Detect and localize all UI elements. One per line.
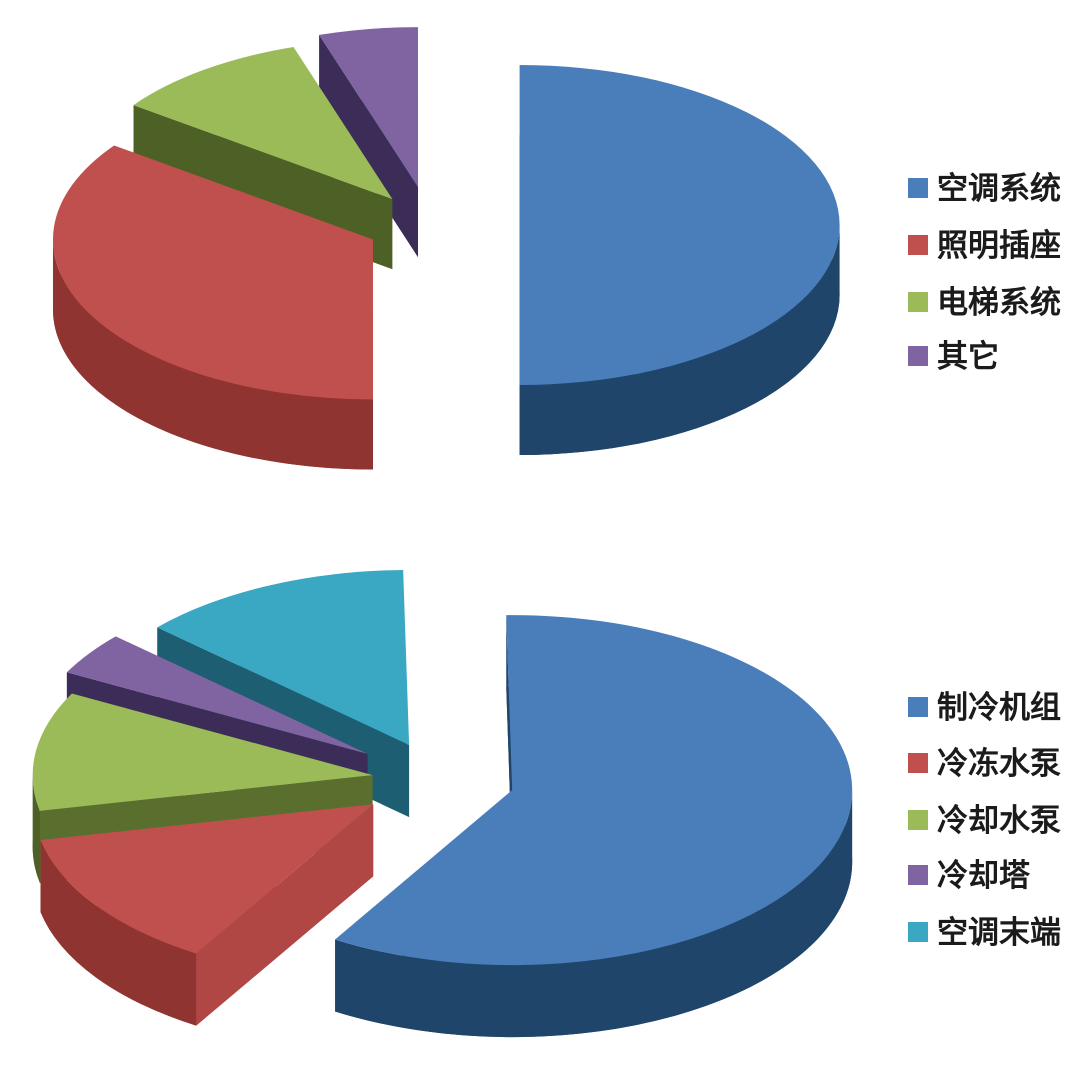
legend-label: 冷却塔 bbox=[937, 857, 1030, 893]
legend-item: 冷却塔 bbox=[908, 858, 1030, 892]
pie-slice-照明插座 bbox=[52, 145, 373, 470]
legend-label: 空调末端 bbox=[937, 914, 1061, 950]
legend-swatch bbox=[908, 922, 928, 942]
legend-swatch bbox=[908, 753, 928, 773]
legend-label: 冷却水泵 bbox=[937, 802, 1061, 838]
legend-label: 电梯系统 bbox=[937, 284, 1061, 320]
legend-item: 空调系统 bbox=[908, 171, 1061, 205]
legend-swatch bbox=[908, 697, 928, 717]
slice-top bbox=[66, 636, 368, 754]
slice-cut-face bbox=[319, 34, 418, 258]
legend-item: 其它 bbox=[908, 339, 999, 373]
pie-chart-bottom bbox=[32, 569, 853, 1038]
slice-rim bbox=[519, 225, 840, 455]
pie-slice-冷冻水泵 bbox=[40, 804, 374, 1026]
legend-item: 照明插座 bbox=[908, 228, 1061, 262]
slice-top bbox=[157, 569, 410, 745]
slice-top bbox=[133, 46, 393, 200]
legend-swatch bbox=[908, 346, 928, 366]
slice-rim bbox=[52, 239, 373, 470]
legend-swatch bbox=[908, 178, 928, 198]
slice-cut-face bbox=[196, 804, 374, 1026]
pie-chart-top bbox=[52, 27, 840, 470]
slice-top bbox=[52, 145, 373, 400]
slice-rim bbox=[335, 790, 853, 1038]
legend-item: 冷却水泵 bbox=[908, 803, 1061, 837]
legend-swatch bbox=[908, 865, 928, 885]
legend-item: 电梯系统 bbox=[908, 285, 1061, 319]
legend-item: 空调末端 bbox=[908, 915, 1061, 949]
legend-label: 其它 bbox=[937, 338, 999, 374]
legend-swatch bbox=[908, 810, 928, 830]
slice-top bbox=[519, 65, 840, 385]
legend-item: 制冷机组 bbox=[908, 690, 1061, 724]
slice-top bbox=[40, 804, 374, 954]
legend-item: 冷冻水泵 bbox=[908, 746, 1061, 780]
slice-top bbox=[32, 693, 373, 811]
legend-label: 照明插座 bbox=[937, 227, 1061, 263]
legend-swatch bbox=[908, 235, 928, 255]
legend-label: 冷冻水泵 bbox=[937, 745, 1061, 781]
slice-rim bbox=[40, 839, 197, 1026]
legend-label: 制冷机组 bbox=[937, 689, 1061, 725]
slice-top bbox=[319, 27, 418, 188]
pie-slice-空调系统 bbox=[519, 65, 840, 455]
slice-top bbox=[335, 615, 853, 966]
legend-label: 空调系统 bbox=[937, 170, 1061, 206]
slice-rim bbox=[32, 775, 40, 883]
legend-swatch bbox=[908, 292, 928, 312]
pie-slice-制冷机组 bbox=[335, 615, 853, 1038]
